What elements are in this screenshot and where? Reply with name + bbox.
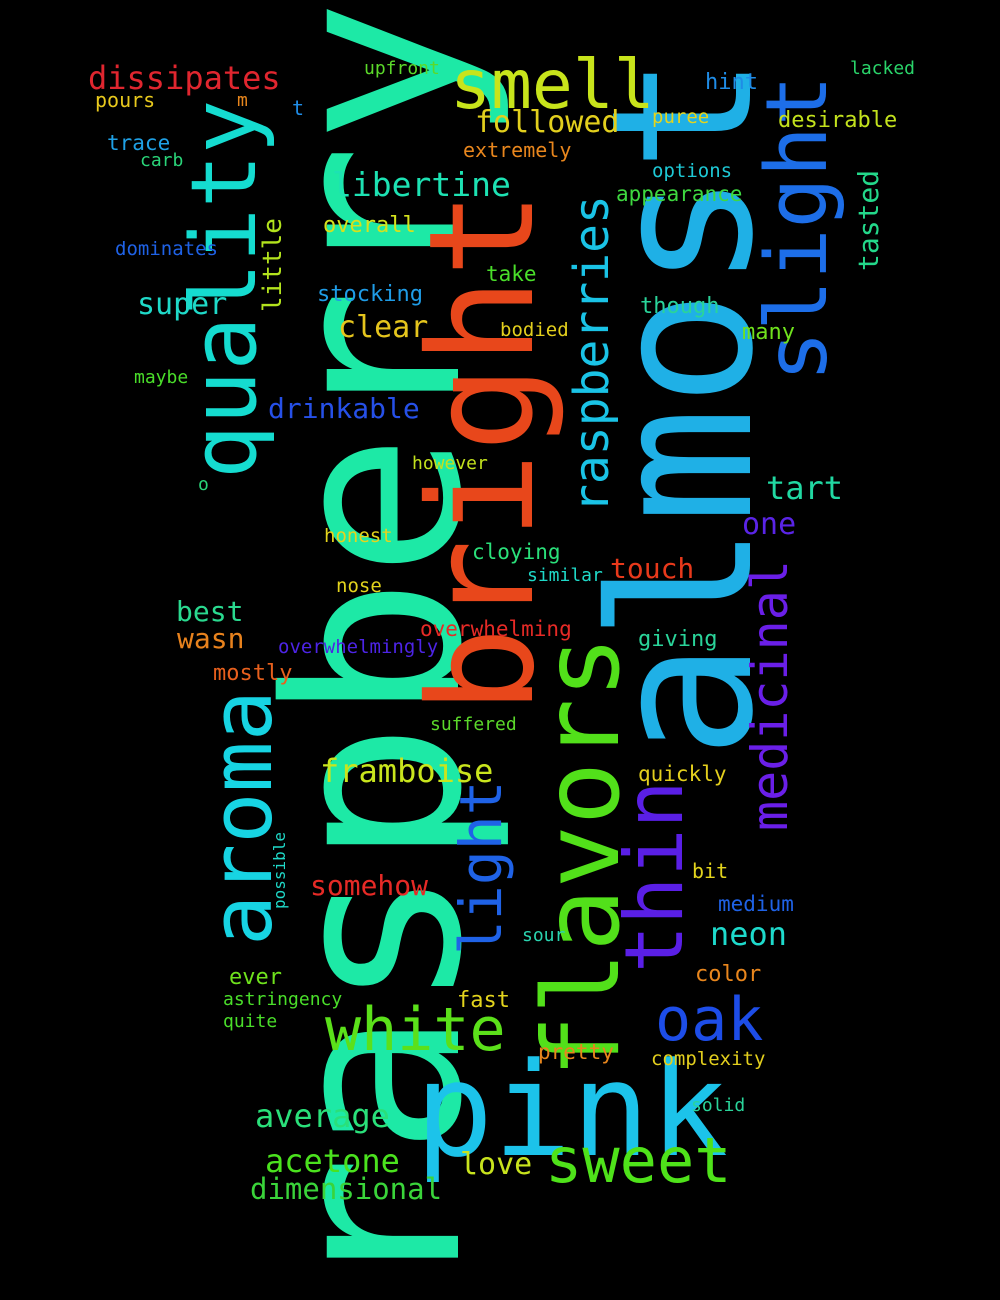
cloud-word-ever: ever <box>229 965 282 990</box>
cloud-word-acetone: acetone <box>265 1142 400 1180</box>
cloud-word-somehow: somehow <box>310 869 429 902</box>
cloud-word-honest: honest <box>324 525 393 547</box>
cloud-word-overwhelming: overwhelming <box>420 617 572 641</box>
cloud-word-nose: nose <box>336 575 382 597</box>
cloud-word-complexity: complexity <box>651 1048 766 1070</box>
cloud-word-one: one <box>742 507 797 542</box>
cloud-word-extremely: extremely <box>463 138 572 162</box>
cloud-word-drinkable: drinkable <box>268 392 420 425</box>
cloud-word-libertine: libertine <box>332 165 511 204</box>
word-cloud: raspberry almost bright pink flavors quality s… <box>88 0 916 1300</box>
cloud-word-color: color <box>695 962 762 987</box>
cloud-word-though: though <box>640 294 720 319</box>
cloud-word-medicinal: medicinal <box>741 560 799 831</box>
cloud-word-t: t <box>292 96 305 120</box>
cloud-word-cloying: cloying <box>472 540 561 564</box>
cloud-word-medium: medium <box>718 892 794 916</box>
cloud-word-oak: oak <box>655 985 764 1055</box>
cloud-word-pink: pink <box>415 1034 729 1186</box>
cloud-word-overall: overall <box>323 213 416 238</box>
cloud-word-average: average <box>255 1097 390 1135</box>
cloud-word-framboise: framboise <box>320 752 494 790</box>
cloud-word-stocking: stocking <box>317 282 423 307</box>
cloud-word-take: take <box>486 262 537 286</box>
cloud-word-bit: bit <box>692 859 729 883</box>
cloud-word-dissipates: dissipates <box>88 59 281 97</box>
cloud-word-m: m <box>237 90 248 111</box>
cloud-word-followed: followed <box>475 105 620 140</box>
cloud-word-super: super <box>137 287 228 322</box>
cloud-word-wasn: wasn <box>177 622 245 655</box>
cloud-word-raspberries: raspberries <box>564 195 620 513</box>
cloud-word-mostly: mostly <box>213 661 293 686</box>
cloud-word-maybe: maybe <box>134 367 189 388</box>
cloud-word-trace: trace <box>107 131 171 155</box>
cloud-word-options: options <box>652 160 733 182</box>
cloud-word-dimensional: dimensional <box>250 1172 443 1206</box>
cloud-word-astringency: astringency <box>223 989 343 1010</box>
cloud-word-touch: touch <box>610 552 695 585</box>
cloud-word-light: light <box>447 780 515 955</box>
cloud-word-puree: puree <box>652 106 710 128</box>
cloud-word-fast: fast <box>457 988 510 1013</box>
cloud-word-tasted: tasted <box>852 169 885 271</box>
cloud-word-quite: quite <box>223 1011 278 1032</box>
cloud-word-giving: giving <box>638 627 718 652</box>
cloud-word-o: o <box>198 474 209 495</box>
cloud-word-however: however <box>412 453 488 474</box>
cloud-word-best: best <box>176 595 244 628</box>
cloud-word-tart: tart <box>766 469 844 507</box>
cloud-word-sweet: sweet <box>545 1124 732 1197</box>
cloud-word-suffered: suffered <box>430 714 517 735</box>
cloud-word-pretty: pretty <box>538 1040 614 1064</box>
cloud-word-neon: neon <box>710 915 788 953</box>
cloud-word-lacked: lacked <box>850 58 916 79</box>
cloud-word-sour: sour <box>522 925 566 946</box>
cloud-word-possible: possible <box>270 831 289 909</box>
cloud-word-bodied: bodied <box>500 319 569 341</box>
cloud-word-smell: smell <box>450 46 655 125</box>
cloud-word-hint: hint <box>705 70 758 95</box>
cloud-word-overwhelmingly: overwhelmingly <box>278 636 439 658</box>
cloud-word-thin: thin <box>608 780 701 973</box>
cloud-word-love: love <box>460 1147 533 1182</box>
cloud-word-clear: clear <box>338 310 429 345</box>
cloud-word-little: little <box>258 218 288 312</box>
cloud-word-appearance: appearance <box>616 182 743 206</box>
cloud-word-pours: pours <box>95 88 156 112</box>
cloud-word-desirable: desirable <box>778 108 898 133</box>
cloud-word-many: many <box>742 320 795 345</box>
cloud-word-upfront: upfront <box>364 58 440 79</box>
cloud-word-similar: similar <box>527 565 603 586</box>
cloud-word-quickly: quickly <box>638 762 727 786</box>
cloud-word-carb: carb <box>140 150 184 171</box>
cloud-word-white: white <box>325 995 506 1065</box>
cloud-word-dominates: dominates <box>115 238 218 260</box>
cloud-word-solid: solid <box>691 1095 746 1116</box>
